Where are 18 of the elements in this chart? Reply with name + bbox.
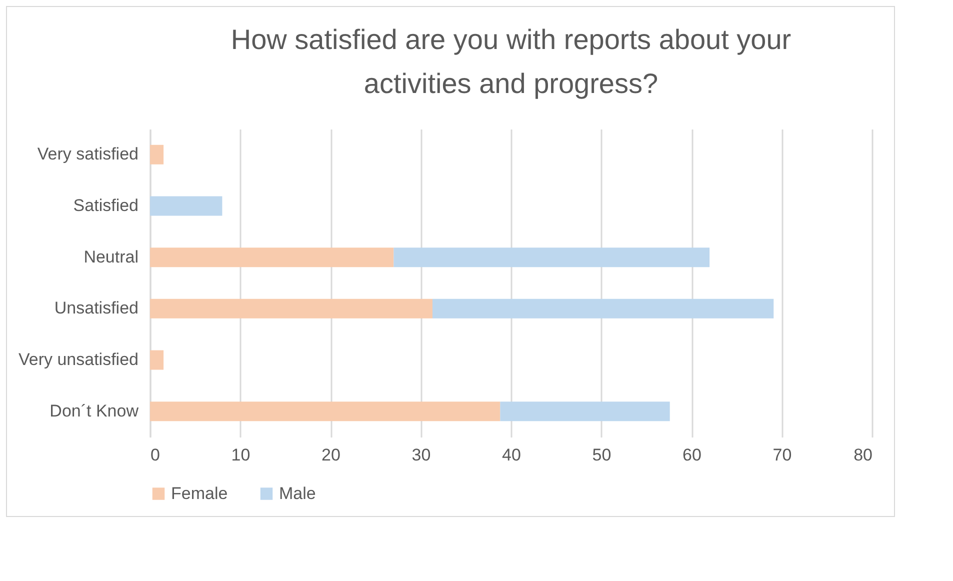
x-tick-label: 80 [854, 446, 872, 464]
x-tick-label: 70 [772, 446, 792, 464]
x-tick-label: 20 [322, 446, 340, 464]
y-tick-label: Very satisfied [37, 144, 138, 164]
x-tick-label: 30 [412, 446, 431, 464]
x-tick-label: 60 [682, 446, 702, 464]
x-tick-label: 40 [502, 446, 521, 464]
legend-label: Male [279, 484, 316, 503]
x-tick-label: 50 [592, 446, 612, 464]
x-tick-label: 10 [231, 446, 250, 464]
y-tick-label: Neutral [84, 247, 138, 266]
y-tick-label: Don´t Know [50, 401, 140, 420]
chart-title: How satisfied are you with reports about your activities and progress? [230, 24, 792, 99]
y-tick-label: Unsatisfied [54, 298, 138, 318]
legend-label: Female [171, 484, 228, 503]
y-tick-label: Satisfied [73, 196, 138, 215]
x-tick-label: 0 [150, 446, 160, 464]
y-tick-label: Very unsatisfied [18, 350, 138, 369]
